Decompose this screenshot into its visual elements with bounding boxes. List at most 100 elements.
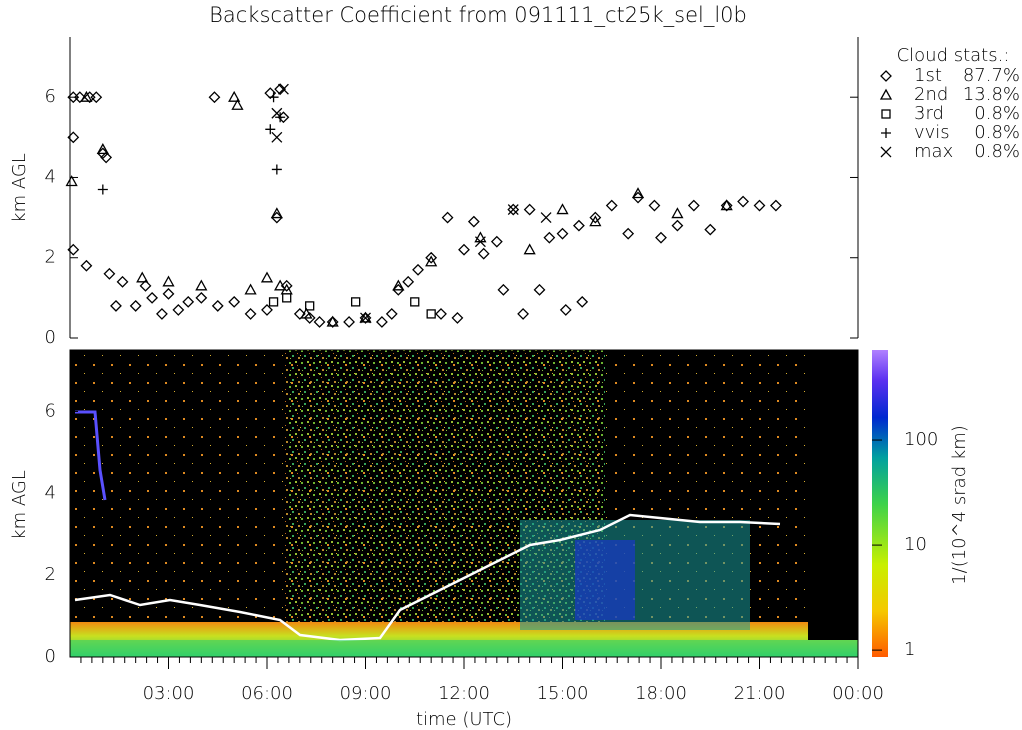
- marker: [156, 308, 168, 320]
- marker: [605, 199, 618, 212]
- marker: [671, 207, 684, 219]
- marker: [425, 251, 438, 264]
- y-tick-label: 6: [45, 86, 56, 107]
- marker: [268, 297, 279, 307]
- x-tick-label: 06:00: [241, 683, 293, 704]
- legend-marker: [880, 70, 892, 82]
- marker: [402, 275, 415, 288]
- marker: [425, 255, 438, 267]
- marker: [648, 199, 661, 212]
- x-tick-label: 03:00: [143, 683, 195, 704]
- marker: [80, 90, 93, 102]
- marker: [261, 303, 273, 316]
- marker: [271, 107, 283, 119]
- y-tick-label: 4: [45, 482, 56, 503]
- marker: [172, 303, 185, 316]
- marker: [589, 215, 602, 227]
- marker: [313, 316, 326, 328]
- x-tick-label: 15:00: [537, 683, 589, 704]
- marker: [720, 199, 733, 211]
- colorbar-tick-label: 1: [904, 639, 915, 660]
- marker: [543, 231, 556, 244]
- marker: [474, 231, 487, 243]
- marker: [426, 309, 436, 319]
- marker: [559, 303, 572, 316]
- marker: [392, 283, 405, 296]
- marker: [392, 279, 405, 291]
- marker: [687, 199, 700, 212]
- marker: [265, 124, 276, 135]
- marker: [631, 187, 645, 199]
- chart-title: Backscatter Coefficient from 091111_ct25…: [209, 3, 747, 27]
- legend-label: 3rd: [914, 103, 944, 124]
- marker: [244, 283, 257, 295]
- marker: [458, 243, 470, 256]
- marker: [293, 308, 306, 320]
- marker: [195, 279, 208, 291]
- marker: [467, 215, 480, 228]
- legend-value: 87.7%: [963, 65, 1020, 86]
- legend-title: Cloud stats.:: [897, 45, 1010, 66]
- marker: [533, 283, 546, 296]
- x-tick-label: 18:00: [635, 683, 687, 704]
- marker: [769, 199, 782, 212]
- legend-marker: [881, 128, 891, 138]
- colorbar-tick-label: 100: [904, 429, 938, 450]
- marker: [375, 316, 388, 328]
- marker: [753, 199, 766, 212]
- marker: [360, 312, 371, 324]
- y-tick-label: 0: [45, 327, 56, 348]
- marker: [97, 184, 108, 195]
- marker: [385, 308, 398, 320]
- marker: [274, 83, 287, 96]
- y-tick-label: 4: [45, 166, 56, 187]
- y-tick-label: 2: [45, 564, 56, 585]
- legend-value: 0.8%: [974, 141, 1020, 162]
- legend-marker: [880, 146, 892, 158]
- marker: [622, 227, 635, 240]
- marker: [90, 91, 103, 104]
- marker: [359, 311, 372, 323]
- marker: [523, 203, 536, 216]
- legend-value: 0.8%: [974, 122, 1020, 143]
- marker: [65, 175, 78, 187]
- marker: [632, 191, 644, 204]
- marker: [572, 219, 585, 232]
- marker: [589, 211, 602, 224]
- marker: [244, 308, 257, 320]
- marker: [208, 91, 221, 104]
- marker: [228, 295, 241, 308]
- legend-label: max: [914, 141, 953, 162]
- marker: [211, 299, 224, 312]
- marker: [268, 92, 279, 103]
- legend-label: vvis: [914, 122, 950, 143]
- x-axis-label: time (UTC): [416, 709, 512, 730]
- legend-label: 1st: [914, 65, 942, 86]
- colorbar-tick-label: 10: [904, 534, 927, 555]
- marker: [556, 203, 569, 215]
- marker: [477, 247, 490, 260]
- marker: [274, 279, 287, 291]
- marker: [474, 236, 486, 248]
- marker: [540, 212, 552, 224]
- marker: [490, 235, 503, 248]
- marker: [67, 131, 80, 144]
- marker: [270, 207, 283, 219]
- legend-marker: [879, 88, 893, 100]
- x-tick-label: 12:00: [438, 683, 490, 704]
- marker: [260, 271, 274, 283]
- y-tick-label: 6: [45, 400, 56, 421]
- y-tick-label: 0: [45, 646, 56, 667]
- colorbar-label: 1/(10^4 srad km): [949, 425, 970, 585]
- marker: [271, 164, 282, 175]
- marker: [264, 87, 277, 100]
- backscatter-image: [69, 349, 859, 658]
- marker: [282, 293, 292, 303]
- y-axis-label: km AGL: [9, 153, 30, 223]
- marker: [343, 316, 356, 328]
- marker: [231, 98, 244, 110]
- marker: [326, 315, 339, 327]
- marker: [67, 243, 80, 256]
- legend-value: 0.8%: [974, 103, 1020, 124]
- marker: [326, 316, 339, 328]
